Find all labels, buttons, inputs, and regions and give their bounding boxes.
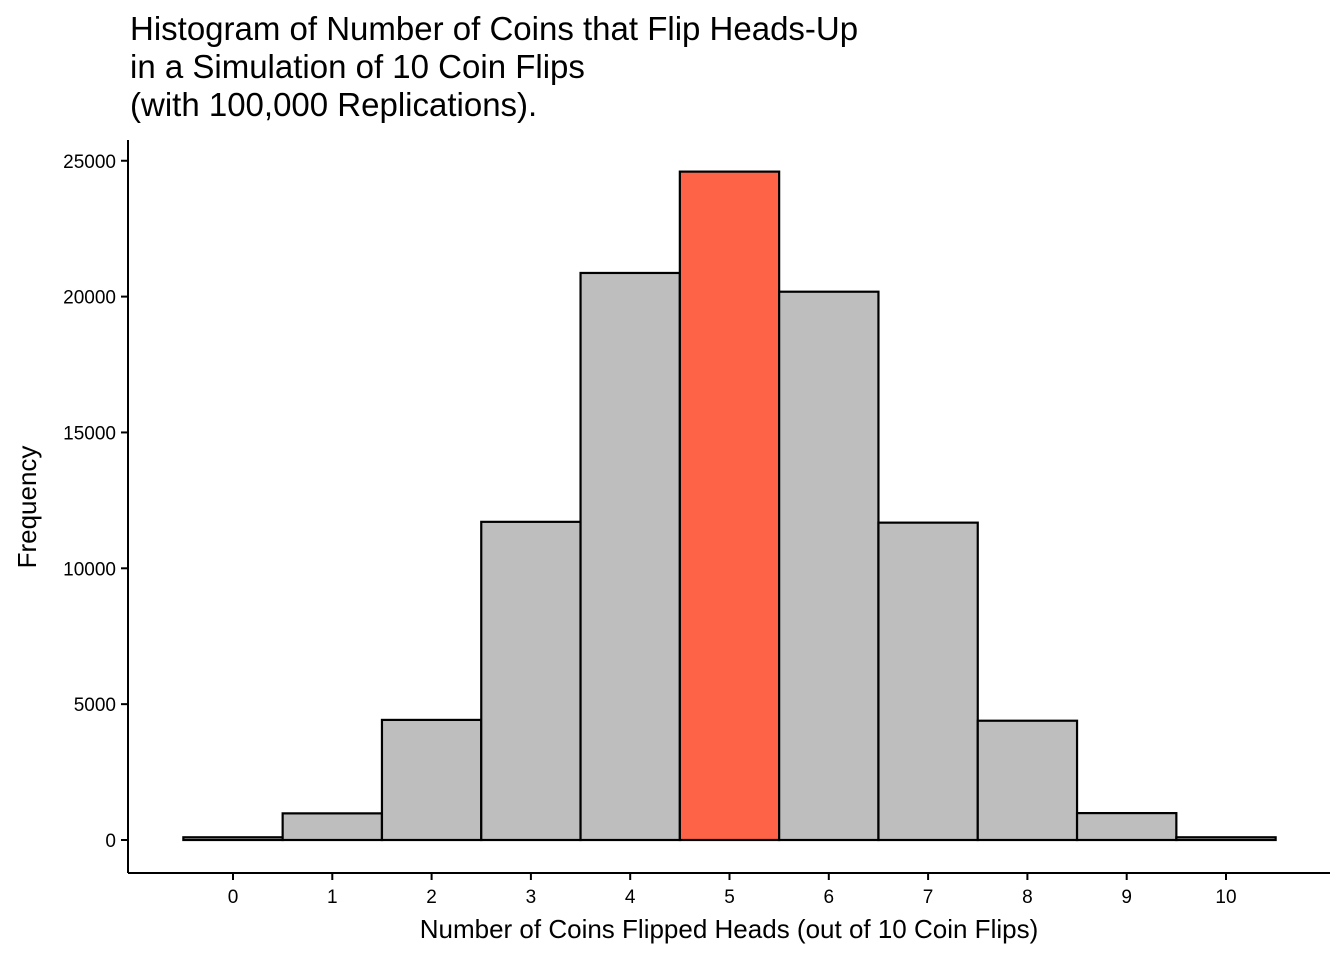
x-tick-label: 0 <box>228 887 239 908</box>
y-tick-label: 15000 <box>63 423 116 444</box>
x-tick-label: 8 <box>1022 887 1033 908</box>
x-tick-label: 7 <box>923 887 934 908</box>
histogram-bar-4 <box>579 271 681 842</box>
chart-title-line-2: in a Simulation of 10 Coin Flips <box>130 48 585 85</box>
y-axis-title: Frequency <box>12 446 42 569</box>
x-tick-label: 3 <box>526 887 537 908</box>
x-tick-label: 9 <box>1121 887 1132 908</box>
x-tick-label: 10 <box>1215 887 1236 908</box>
chart-title-line-1: Histogram of Number of Coins that Flip H… <box>130 10 858 47</box>
histogram-bar-2 <box>380 718 483 842</box>
y-tick-label: 25000 <box>63 152 116 173</box>
y-tick-label: 10000 <box>63 559 116 580</box>
chart-title-line-3: (with 100,000 Replications). <box>130 86 537 123</box>
y-axis: 0 5000 10000 15000 20000 25000 <box>63 140 129 873</box>
x-tick-label: 1 <box>327 887 338 908</box>
x-tick-label: 4 <box>625 887 636 908</box>
x-axis: 0 1 2 3 4 5 6 7 8 9 10 <box>128 872 1330 908</box>
histogram-bar-9 <box>1075 811 1178 842</box>
chart-title: Histogram of Number of Coins that Flip H… <box>130 10 858 123</box>
histogram-bar-1 <box>281 812 384 842</box>
x-tick-label: 5 <box>724 887 735 908</box>
histogram-bar-5 <box>678 170 781 842</box>
x-tick-label: 2 <box>426 887 437 908</box>
histogram-bar-7 <box>877 521 979 842</box>
bars-group <box>182 170 1277 842</box>
histogram-bar-8 <box>976 719 1079 842</box>
histogram-bar-0 <box>182 836 284 842</box>
y-tick-label: 20000 <box>63 288 116 309</box>
y-tick-label: 5000 <box>74 695 116 716</box>
histogram-bar-10 <box>1175 836 1277 842</box>
y-tick-label: 0 <box>105 831 116 852</box>
x-axis-title: Number of Coins Flipped Heads (out of 10… <box>420 914 1039 944</box>
histogram-bar-3 <box>480 520 582 842</box>
x-tick-label: 6 <box>824 887 835 908</box>
histogram-bar-6 <box>778 290 880 842</box>
